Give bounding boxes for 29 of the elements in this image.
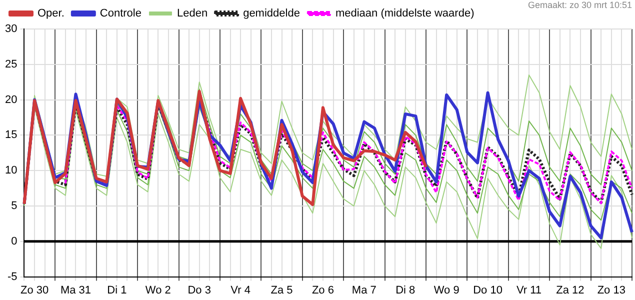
x-tick-label: Zo 6 — [312, 284, 334, 296]
text: Gemaakt: zo 30 mrt 10:51 — [528, 0, 632, 10]
legend-label: Oper. — [38, 8, 64, 20]
legend-label: gemiddelde — [243, 8, 300, 20]
x-tick-label: Wo 9 — [434, 284, 460, 296]
legend-label: Controle — [100, 8, 142, 20]
y-tick-label: 25 — [4, 58, 18, 70]
x-tick-label: Ma 7 — [352, 284, 376, 296]
x-tick-label: Wo 2 — [145, 284, 171, 296]
x-tick-label: Vr 11 — [516, 284, 542, 296]
x-tick-label: Di 8 — [396, 284, 416, 296]
x-tick-label: Za 5 — [270, 284, 293, 296]
x-tick-label: Zo 30 — [20, 284, 49, 296]
x-tick-label: Do 10 — [473, 284, 502, 296]
x-tick-label: Do 3 — [188, 284, 211, 296]
legend-label: mediaan (middelste waarde) — [335, 8, 474, 20]
y-tick-label: 0 — [11, 235, 18, 248]
y-tick-label: -5 — [7, 270, 18, 283]
y-tick-label: 30 — [4, 23, 18, 36]
x-tick-label: Zo 13 — [597, 284, 626, 296]
legend-label: Leden — [176, 8, 208, 20]
x-tick-label: Za 12 — [556, 284, 584, 296]
y-tick-label: 5 — [11, 200, 18, 212]
y-tick-label: 10 — [4, 164, 18, 177]
x-tick-label: Di 1 — [107, 284, 127, 296]
x-tick-label: Vr 4 — [230, 284, 250, 296]
x-tick-label: Ma 31 — [60, 284, 92, 296]
y-tick-label: 15 — [4, 129, 18, 142]
y-tick-label: 20 — [4, 94, 18, 106]
